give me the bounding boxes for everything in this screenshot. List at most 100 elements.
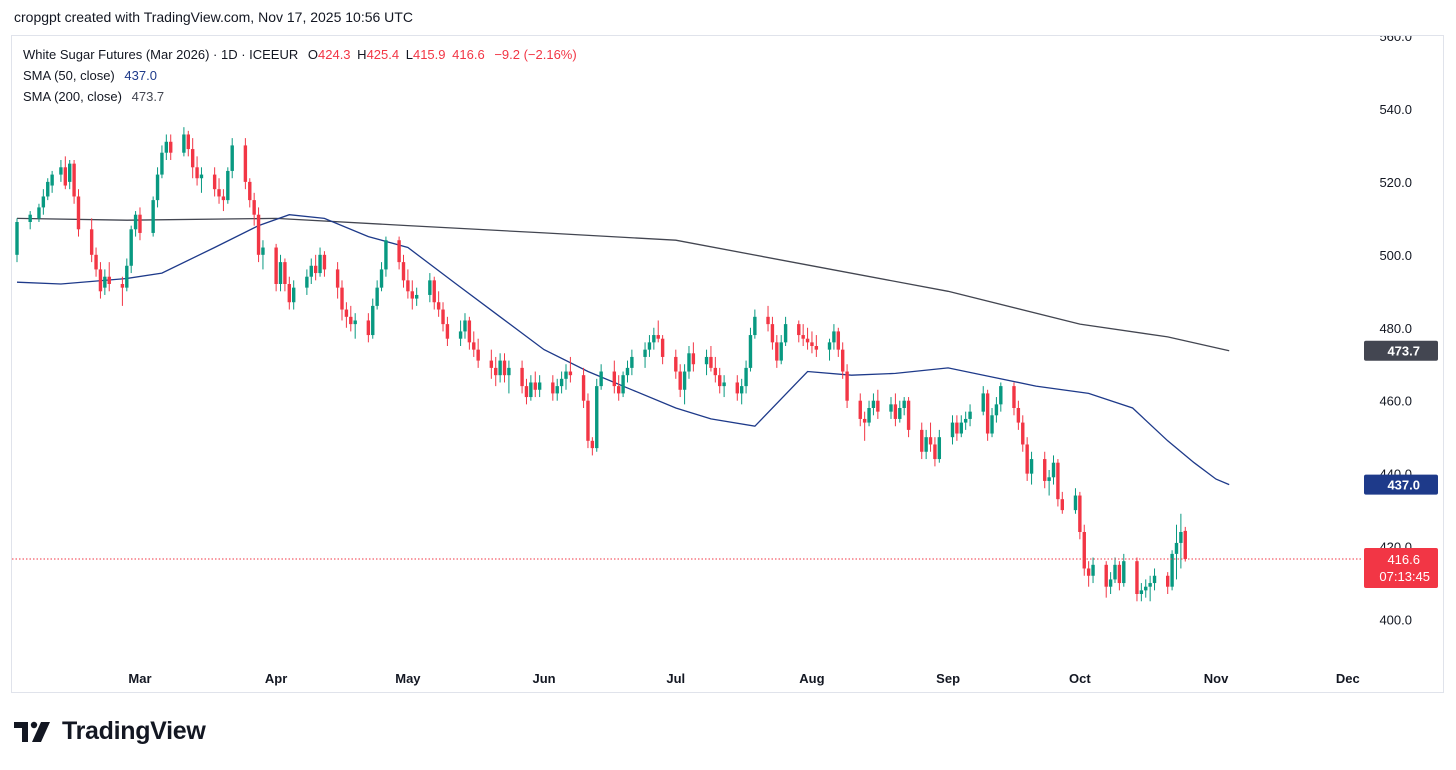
candle-up[interactable] xyxy=(428,273,432,303)
candle-down[interactable] xyxy=(814,335,819,357)
candle-down[interactable] xyxy=(313,254,318,281)
candle-down[interactable] xyxy=(252,192,256,226)
candle-up[interactable] xyxy=(498,353,502,383)
candle-down[interactable] xyxy=(366,313,371,343)
candle-down[interactable] xyxy=(397,236,401,270)
candle-up[interactable] xyxy=(129,225,133,274)
candle-down[interactable] xyxy=(1082,524,1086,576)
tradingview-logo[interactable]: TradingView xyxy=(14,717,206,746)
candle-down[interactable] xyxy=(340,280,344,321)
candle-up[interactable] xyxy=(924,429,928,460)
candle-up[interactable] xyxy=(898,400,902,423)
candle-down[interactable] xyxy=(524,378,529,405)
candle-up[interactable] xyxy=(994,397,999,423)
candle-down[interactable] xyxy=(1012,382,1016,416)
candle-up[interactable] xyxy=(1179,513,1183,569)
candle-down[interactable] xyxy=(674,349,678,379)
candle-down[interactable] xyxy=(1086,561,1091,587)
candle-up[interactable] xyxy=(41,189,46,215)
candle-down[interactable] xyxy=(893,393,898,427)
candle-down[interactable] xyxy=(836,327,841,357)
candle-down[interactable] xyxy=(243,138,248,190)
candle-up[interactable] xyxy=(199,167,204,193)
candle-up[interactable] xyxy=(103,269,107,295)
candle-down[interactable] xyxy=(678,364,682,398)
candle-down[interactable] xyxy=(1183,526,1187,562)
legend-symbol-row[interactable]: White Sugar Futures (Mar 2026) · 1D · IC… xyxy=(23,44,577,65)
candle-up[interactable] xyxy=(68,160,72,190)
candle-up[interactable] xyxy=(621,371,625,398)
candle-down[interactable] xyxy=(221,189,226,212)
candle-up[interactable] xyxy=(1091,557,1095,584)
candle-down[interactable] xyxy=(810,331,814,354)
candle-down[interactable] xyxy=(1135,557,1139,602)
candle-down[interactable] xyxy=(718,367,722,394)
candle-up[interactable] xyxy=(182,127,186,157)
candle-down[interactable] xyxy=(1060,491,1064,514)
candle-up[interactable] xyxy=(722,375,726,398)
candle-down[interactable] xyxy=(1104,561,1108,598)
candle-up[interactable] xyxy=(1113,557,1117,584)
candle-down[interactable] xyxy=(72,160,76,204)
candle-up[interactable] xyxy=(507,360,511,394)
candle-up[interactable] xyxy=(1174,524,1179,580)
candle-down[interactable] xyxy=(476,338,480,368)
candle-down[interactable] xyxy=(590,437,595,456)
candle-up[interactable] xyxy=(902,397,906,416)
candle-down[interactable] xyxy=(713,356,718,383)
candle-down[interactable] xyxy=(617,375,621,401)
candle-down[interactable] xyxy=(98,262,103,299)
candle-up[interactable] xyxy=(652,327,656,350)
candle-up[interactable] xyxy=(151,196,155,237)
candle-down[interactable] xyxy=(709,346,713,372)
candle-down[interactable] xyxy=(955,415,959,441)
candle-up[interactable] xyxy=(125,258,129,292)
candle-up[interactable] xyxy=(375,280,379,310)
candle-up[interactable] xyxy=(379,262,384,292)
candle-down[interactable] xyxy=(520,360,524,394)
candle-up[interactable] xyxy=(37,203,41,222)
candle-up[interactable] xyxy=(164,134,169,160)
candle-down[interactable] xyxy=(107,262,111,292)
candle-down[interactable] xyxy=(344,302,349,328)
candle-up[interactable] xyxy=(959,415,963,438)
candle-down[interactable] xyxy=(283,258,287,292)
candle-up[interactable] xyxy=(704,349,709,376)
candle-down[interactable] xyxy=(441,302,445,332)
candle-down[interactable] xyxy=(801,324,805,346)
candle-up[interactable] xyxy=(50,170,54,193)
candle-up[interactable] xyxy=(1139,583,1144,602)
candle-up[interactable] xyxy=(739,378,744,405)
candle-up[interactable] xyxy=(647,335,652,357)
candle-down[interactable] xyxy=(1043,451,1047,489)
candle-up[interactable] xyxy=(353,313,357,339)
candle-down[interactable] xyxy=(186,130,190,157)
candle-down[interactable] xyxy=(410,280,414,310)
candle-up[interactable] xyxy=(827,338,832,361)
candle-down[interactable] xyxy=(920,422,924,460)
candle-up[interactable] xyxy=(832,324,836,350)
candle-up[interactable] xyxy=(133,211,138,237)
candle-up[interactable] xyxy=(744,360,748,394)
candle-up[interactable] xyxy=(871,393,876,416)
candle-up[interactable] xyxy=(46,178,50,201)
candle-up[interactable] xyxy=(463,313,467,339)
candle-down[interactable] xyxy=(862,411,867,441)
candle-down[interactable] xyxy=(551,375,555,401)
candle-up[interactable] xyxy=(937,429,942,463)
candlestick-chart[interactable]: 400.0420.0440.0460.0480.0500.0520.0540.0… xyxy=(12,36,1444,693)
candle-up[interactable] xyxy=(1051,455,1056,485)
candle-up[interactable] xyxy=(261,240,265,270)
candle-down[interactable] xyxy=(256,207,261,263)
candle-up[interactable] xyxy=(1152,568,1157,591)
candle-down[interactable] xyxy=(656,320,660,343)
candle-down[interactable] xyxy=(274,243,278,292)
candle-up[interactable] xyxy=(278,254,283,292)
candle-down[interactable] xyxy=(190,138,195,179)
candle-up[interactable] xyxy=(28,211,32,230)
candle-up[interactable] xyxy=(1108,572,1113,594)
candle-up[interactable] xyxy=(753,309,757,339)
candle-up[interactable] xyxy=(1148,575,1152,602)
candle-down[interactable] xyxy=(1021,415,1025,452)
candle-down[interactable] xyxy=(568,356,573,383)
